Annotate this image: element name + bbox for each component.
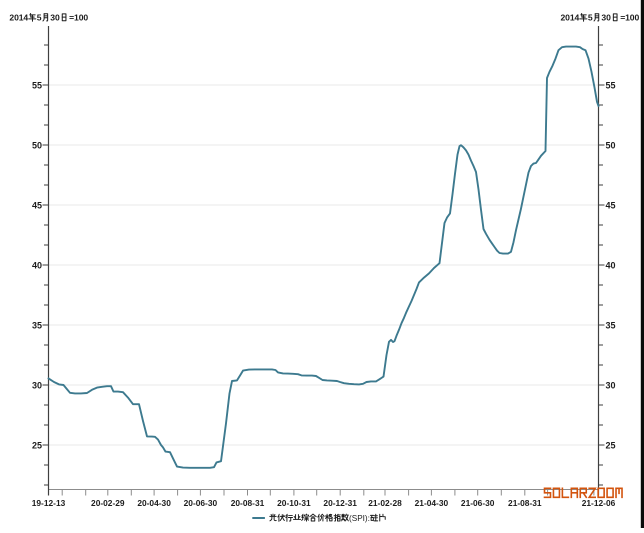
svg-text:50: 50: [606, 140, 616, 150]
svg-text:30: 30: [32, 380, 42, 390]
svg-text:25: 25: [32, 440, 42, 450]
svg-text:2014: 2014: [9, 13, 28, 23]
svg-text:50: 50: [32, 140, 42, 150]
svg-text:35: 35: [32, 320, 42, 330]
svg-text:20-02-29: 20-02-29: [91, 498, 125, 508]
svg-text:=100: =100: [620, 13, 639, 23]
svg-text:5: 5: [37, 13, 42, 23]
svg-text:21-02-28: 21-02-28: [368, 498, 402, 508]
svg-text:55: 55: [32, 80, 42, 90]
svg-text:=100: =100: [69, 13, 88, 23]
svg-text:20-12-31: 20-12-31: [323, 498, 357, 508]
svg-text:20-10-31: 20-10-31: [277, 498, 311, 508]
svg-text:21-06-30: 21-06-30: [461, 498, 495, 508]
svg-text:20-04-30: 20-04-30: [137, 498, 171, 508]
svg-text:40: 40: [606, 260, 616, 270]
svg-text:21-08-31: 21-08-31: [508, 498, 542, 508]
svg-text:20-08-31: 20-08-31: [231, 498, 265, 508]
svg-text:5: 5: [588, 13, 593, 23]
svg-text:21-04-30: 21-04-30: [415, 498, 449, 508]
svg-text:30: 30: [601, 13, 611, 23]
svg-text:20-06-30: 20-06-30: [184, 498, 218, 508]
svg-text:45: 45: [32, 200, 42, 210]
svg-text:45: 45: [606, 200, 616, 210]
svg-text:30: 30: [50, 13, 60, 23]
svg-text:25: 25: [606, 440, 616, 450]
svg-text:(SPI):: (SPI):: [349, 514, 370, 523]
svg-text:30: 30: [606, 380, 616, 390]
svg-text:40: 40: [32, 260, 42, 270]
svg-text:35: 35: [606, 320, 616, 330]
svg-text:55: 55: [606, 80, 616, 90]
svg-text:2014: 2014: [561, 13, 580, 23]
svg-text:21-12-06: 21-12-06: [582, 498, 616, 508]
svg-text:19-12-13: 19-12-13: [32, 498, 66, 508]
